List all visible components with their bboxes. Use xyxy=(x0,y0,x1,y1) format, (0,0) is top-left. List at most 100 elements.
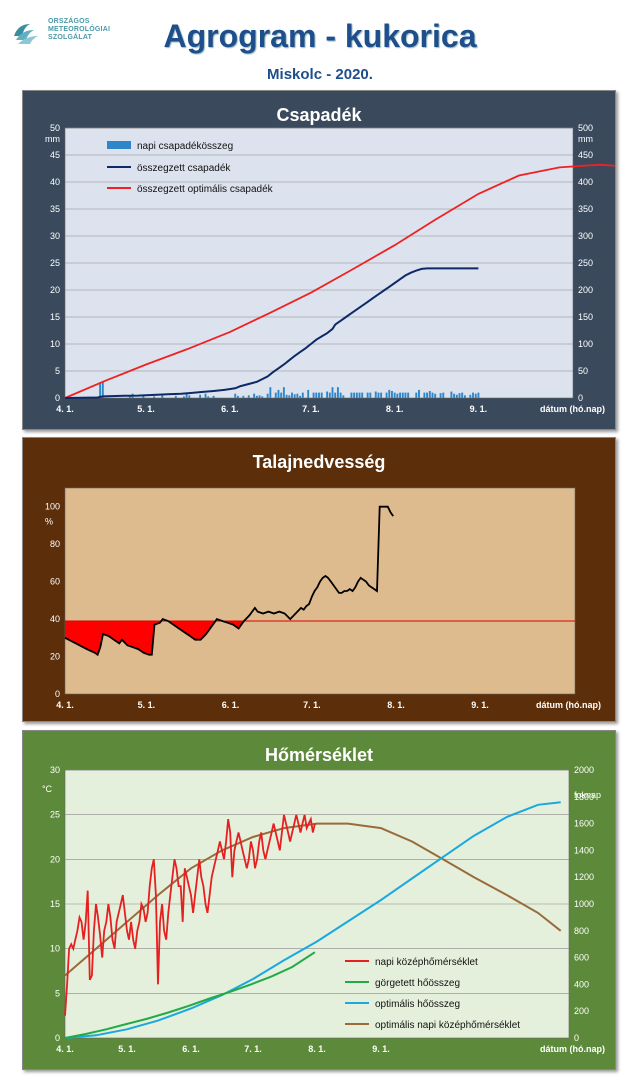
precip-bar xyxy=(439,393,442,398)
precip-bar xyxy=(312,392,315,398)
precip-bar xyxy=(277,389,280,398)
soil-deficit-area xyxy=(65,621,394,655)
y-tick-label: 10 xyxy=(50,339,60,349)
precip-bar xyxy=(461,392,464,398)
precip-bar xyxy=(353,392,356,398)
precip-bar xyxy=(377,392,380,398)
precip-bar xyxy=(204,393,207,398)
precip-bar xyxy=(301,392,304,398)
precip-bar xyxy=(350,392,353,398)
precip-bar xyxy=(418,389,420,398)
precip-bar xyxy=(434,393,437,398)
precip-bar xyxy=(391,390,393,398)
y-tick-label: 5 xyxy=(55,988,60,998)
y-tick-label: 35 xyxy=(50,204,60,214)
y2-tick-label: 800 xyxy=(574,926,589,936)
precipitation-chart: Csapadék05101520253035404550050100150200… xyxy=(23,91,615,429)
precip-bar xyxy=(320,392,323,398)
precip-bar xyxy=(401,392,404,398)
temperature-chart: Hőmérséklet 0 5 10 15 20 25 30 0 200 400 600 800 1000… xyxy=(23,731,615,1069)
y-tick-label: 10 xyxy=(50,944,60,954)
y2-tick-label: 200 xyxy=(578,285,593,295)
precip-bar xyxy=(99,383,102,398)
y2-tick-label: 150 xyxy=(578,312,593,322)
page-subtitle: Miskolc - 2020. xyxy=(267,66,373,83)
precip-bar xyxy=(385,392,388,398)
x-tick-label: 4. 1. xyxy=(56,1044,74,1054)
precip-bar xyxy=(285,394,288,398)
x-tick-label: 7. 1. xyxy=(302,404,320,414)
precip-bar xyxy=(396,393,399,398)
precip-bar xyxy=(212,395,215,398)
precip-bar xyxy=(463,395,466,398)
precip-bar xyxy=(299,395,302,398)
y-axis-label: mm xyxy=(45,134,60,144)
omsz-logo-icon xyxy=(14,24,38,44)
precip-bar xyxy=(291,392,293,398)
cumulative-precip-line xyxy=(64,267,479,399)
precip-bar xyxy=(293,394,296,398)
y-tick-label: 20 xyxy=(50,285,60,295)
precip-bar xyxy=(404,392,407,398)
precip-bar xyxy=(388,389,391,398)
precip-bar xyxy=(307,389,310,398)
page-title: Agrogram - kukorica xyxy=(163,18,477,54)
x-tick-label: 6. 1. xyxy=(182,1044,200,1054)
y-tick-label: 60 xyxy=(50,577,60,587)
logo-line-2: METEOROLÓGIAI xyxy=(48,26,111,33)
y-tick-label: 15 xyxy=(50,312,60,322)
x-tick-label: 6. 1. xyxy=(221,404,239,414)
precip-bar xyxy=(474,393,477,398)
precip-bar xyxy=(280,392,283,398)
x-tick-label: 7. 1. xyxy=(303,700,321,710)
y2-tick-label: 400 xyxy=(578,177,593,187)
x-tick-label: 8. 1. xyxy=(387,700,405,710)
y-tick-label: 0 xyxy=(55,689,60,699)
logo-text: ORSZÁGOS METEOROLÓGIAI SZOLGÁLAT xyxy=(48,18,110,42)
y-tick-label: 20 xyxy=(50,652,60,662)
y-tick-label: 5 xyxy=(55,366,60,376)
y2-tick-label: 1400 xyxy=(574,845,594,855)
precip-bar xyxy=(331,387,334,398)
precip-bar xyxy=(326,391,329,398)
precip-bar xyxy=(428,390,431,398)
y-tick-label: 15 xyxy=(50,899,60,909)
precip-bar xyxy=(261,396,264,398)
precip-bar xyxy=(472,392,474,398)
chart-title: Talajnedvesség xyxy=(253,452,386,472)
y-axis-label: % xyxy=(45,517,53,527)
precip-bar xyxy=(185,393,188,398)
rolling-heat-sum-line xyxy=(64,951,316,1039)
x-axis-label: dátum (hó.nap) xyxy=(540,404,605,414)
precip-bar xyxy=(182,396,185,398)
y2-tick-label: 500 xyxy=(578,123,593,133)
y2-tick-label: 1000 xyxy=(574,899,594,909)
precip-bar xyxy=(426,392,429,398)
omsz-logo: ORSZÁGOS METEOROLÓGIAI SZOLGÁLAT xyxy=(10,16,120,56)
y2-tick-label: 1200 xyxy=(574,872,594,882)
precip-bar xyxy=(282,387,285,398)
y-axis-label: °C xyxy=(42,784,53,794)
precip-bar xyxy=(153,396,156,398)
precip-bar xyxy=(318,392,320,398)
y2-tick-label: 50 xyxy=(578,366,588,376)
precip-bar xyxy=(442,392,445,398)
y-tick-label: 40 xyxy=(50,614,60,624)
precip-bar xyxy=(274,392,277,398)
x-axis-label: dátum (hó.nap) xyxy=(536,700,601,710)
precip-bar xyxy=(369,392,372,398)
precip-bar xyxy=(455,394,458,398)
y-tick-label: 20 xyxy=(50,854,60,864)
y2-tick-label: 600 xyxy=(574,953,589,963)
legend-label-daily: napi csapadékösszeg xyxy=(137,141,233,152)
legend-swatch-daily xyxy=(107,141,131,149)
x-tick-label: 9. 1. xyxy=(470,404,488,414)
y2-tick-label: 450 xyxy=(578,150,593,160)
y-tick-label: 40 xyxy=(50,177,60,187)
precip-bar xyxy=(255,395,258,398)
precip-bar xyxy=(453,393,456,398)
precip-bar xyxy=(366,392,369,398)
precip-bar xyxy=(355,392,358,398)
y-tick-label: 0 xyxy=(55,1033,60,1043)
precip-bar xyxy=(207,396,210,398)
